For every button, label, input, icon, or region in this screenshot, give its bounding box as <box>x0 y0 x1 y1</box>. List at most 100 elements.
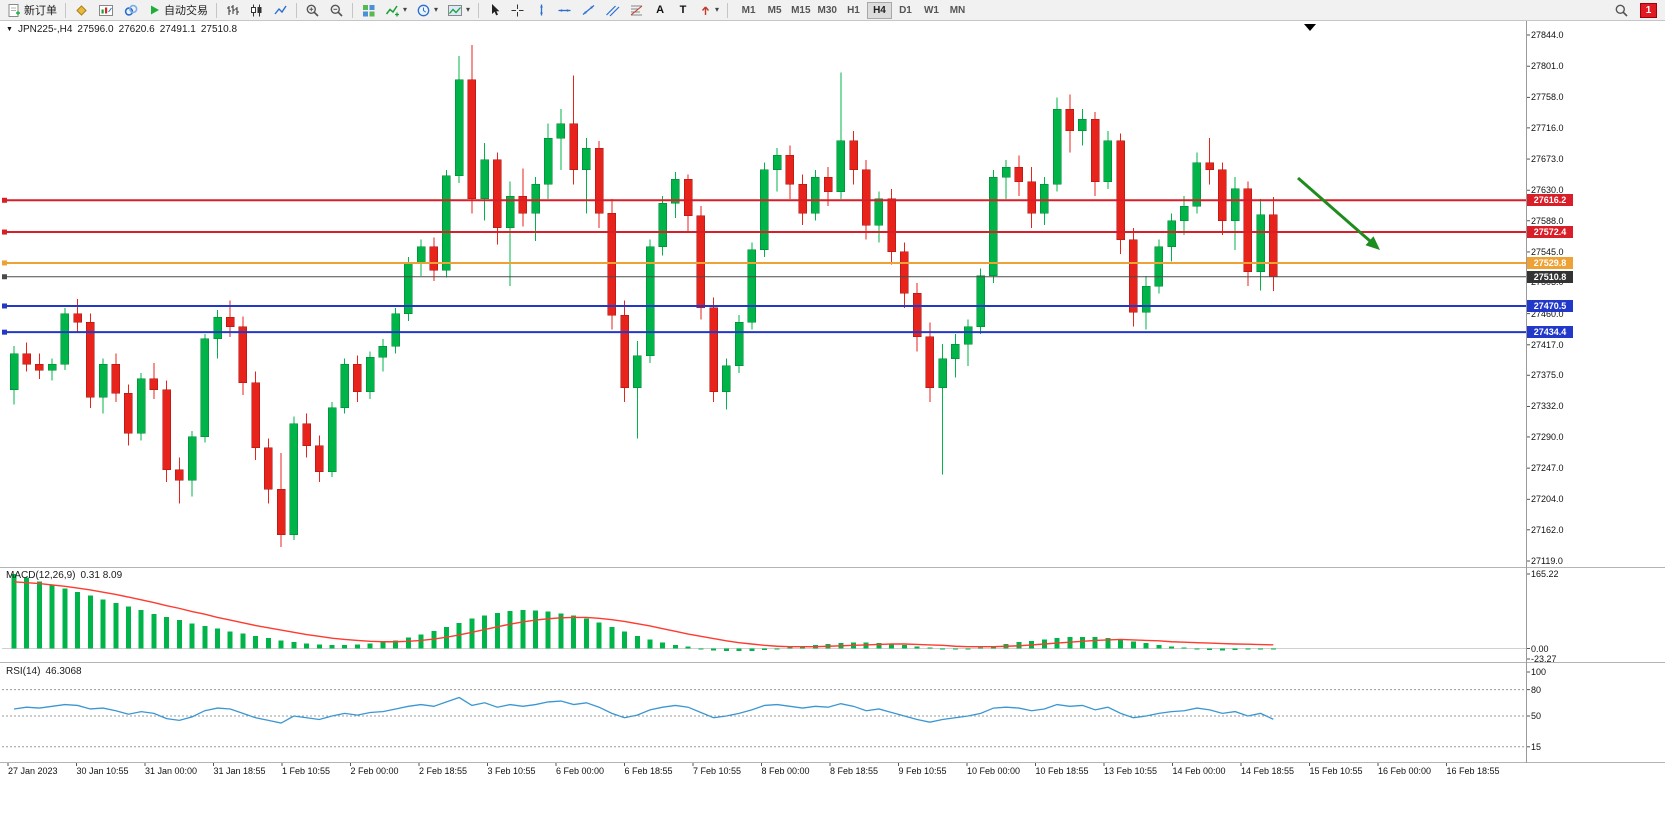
line-chart-icon <box>274 5 287 15</box>
label-tool-icon: T <box>679 4 687 16</box>
zoom-out-icon <box>330 4 343 17</box>
rsi-name: RSI(14) <box>6 666 41 677</box>
arrows-tool-icon <box>702 6 710 15</box>
notification-badge[interactable]: 1 <box>1640 2 1657 18</box>
chart-shift-marker[interactable] <box>1304 24 1316 31</box>
play-icon <box>151 5 159 15</box>
bars-chart-button[interactable] <box>221 1 244 20</box>
indicators-icon <box>385 5 399 17</box>
profiles-button[interactable] <box>119 1 143 20</box>
crosshair-button[interactable] <box>506 1 529 20</box>
symbol-period-text: JPN225-,H4 <box>17 24 73 35</box>
zoom-out-button[interactable] <box>325 1 348 20</box>
tile-windows-button[interactable] <box>357 1 380 20</box>
cursor-button[interactable] <box>483 1 505 20</box>
timeframe-button-m15[interactable]: M15 <box>788 2 813 19</box>
profiles-icon <box>124 4 138 16</box>
toolbar-separator <box>216 2 217 18</box>
bars-chart-icon <box>227 5 239 15</box>
chevron-down-icon: ▾ <box>466 5 471 14</box>
line-left-handle[interactable] <box>2 229 7 235</box>
clock-icon <box>417 4 430 16</box>
price-axis-border <box>1526 21 1527 763</box>
trendline-icon <box>582 4 595 16</box>
rsi-value: 46.3068 <box>45 666 82 677</box>
timeframe-button-h1[interactable]: H1 <box>841 2 866 19</box>
timeframe-button-m30[interactable]: M30 <box>815 2 840 19</box>
macd-signal-line <box>13 581 1274 648</box>
new-chart-window-button[interactable] <box>94 1 118 20</box>
candlestick-chart-button[interactable] <box>245 1 268 20</box>
chart-window-icon <box>99 4 113 16</box>
market-watch-button[interactable] <box>70 1 93 20</box>
timeframe-button-w1[interactable]: W1 <box>919 2 944 19</box>
new-order-button[interactable]: 新订单 <box>2 1 61 20</box>
panel-separator[interactable] <box>0 662 1665 663</box>
line-chart-button[interactable] <box>269 1 292 20</box>
chart-symbol-label: ▼ JPN225-,H4 27596.0 27620.6 27491.1 275… <box>6 24 237 35</box>
toolbar-separator <box>727 2 729 18</box>
fibonacci-button[interactable] <box>625 1 648 20</box>
search-icon <box>1615 4 1628 17</box>
high-value: 27620.6 <box>118 24 155 35</box>
channel-icon <box>606 5 620 17</box>
trend-arrow-annotation[interactable] <box>1297 176 1380 250</box>
vertical-line-icon <box>539 4 543 16</box>
label-button[interactable]: T <box>672 1 694 20</box>
line-left-handle[interactable] <box>2 260 7 266</box>
chevron-down-icon: ▾ <box>403 5 408 14</box>
template-icon <box>448 4 463 16</box>
periods-menu-button[interactable]: ▾ <box>412 1 442 20</box>
timeframe-button-h4[interactable]: H4 <box>866 1 892 19</box>
fibonacci-icon <box>630 5 643 16</box>
arrows-button[interactable]: ▾ <box>695 1 723 20</box>
text-tool-icon: A <box>656 4 665 16</box>
macd-indicator-label: MACD(12,26,9) 0.31 8.09 <box>6 570 122 581</box>
auto-trading-label: 自动交易 <box>164 5 208 17</box>
indicators-button[interactable]: ▾ <box>381 1 411 20</box>
toolbar-separator <box>296 2 297 18</box>
line-left-handle[interactable] <box>2 274 7 280</box>
macd-values: 0.31 8.09 <box>80 570 123 581</box>
low-value: 27491.1 <box>159 24 196 35</box>
toolbar-separator <box>478 2 480 18</box>
auto-trading-button[interactable]: 自动交易 <box>144 1 212 20</box>
timeframe-button-d1[interactable]: D1 <box>893 2 918 19</box>
timeframe-button-mn[interactable]: MN <box>945 2 970 19</box>
market-watch-icon <box>76 4 87 16</box>
panel-separator <box>0 762 1665 763</box>
equidistant-channel-button[interactable] <box>601 1 624 20</box>
tile-windows-icon <box>363 4 375 16</box>
search-button[interactable] <box>1610 1 1633 20</box>
macd-histogram <box>11 574 1276 652</box>
cursor-icon <box>491 4 499 16</box>
new-order-label: 新订单 <box>24 5 57 17</box>
zoom-in-icon <box>306 4 319 17</box>
toolbar-right-group: 1 <box>1610 1 1663 20</box>
candlestick-chart-icon <box>251 4 262 16</box>
text-button[interactable]: A <box>649 1 671 20</box>
symbol-dropdown-icon[interactable]: ▼ <box>6 26 13 33</box>
toolbar-separator <box>65 2 66 18</box>
templates-button[interactable]: ▾ <box>443 1 474 20</box>
close-value: 27510.8 <box>200 24 238 35</box>
vertical-line-button[interactable] <box>530 1 552 20</box>
line-left-handle[interactable] <box>2 329 7 335</box>
rsi-line <box>13 696 1274 724</box>
horizontal-line-button[interactable] <box>553 1 576 20</box>
trendline-button[interactable] <box>577 1 600 20</box>
toolbar-separator <box>352 2 353 18</box>
new-order-icon <box>8 3 20 17</box>
crosshair-icon <box>511 4 524 16</box>
zoom-in-button[interactable] <box>301 1 324 20</box>
timeframe-button-m5[interactable]: M5 <box>762 2 787 19</box>
line-left-handle[interactable] <box>2 197 7 203</box>
candles-layer <box>9 45 1278 548</box>
timeframe-button-m1[interactable]: M1 <box>736 2 761 19</box>
line-left-handle[interactable] <box>2 303 7 309</box>
macd-name: MACD(12,26,9) <box>6 570 76 581</box>
panel-separator[interactable] <box>0 567 1665 568</box>
horizontal-line-icon <box>558 8 571 12</box>
